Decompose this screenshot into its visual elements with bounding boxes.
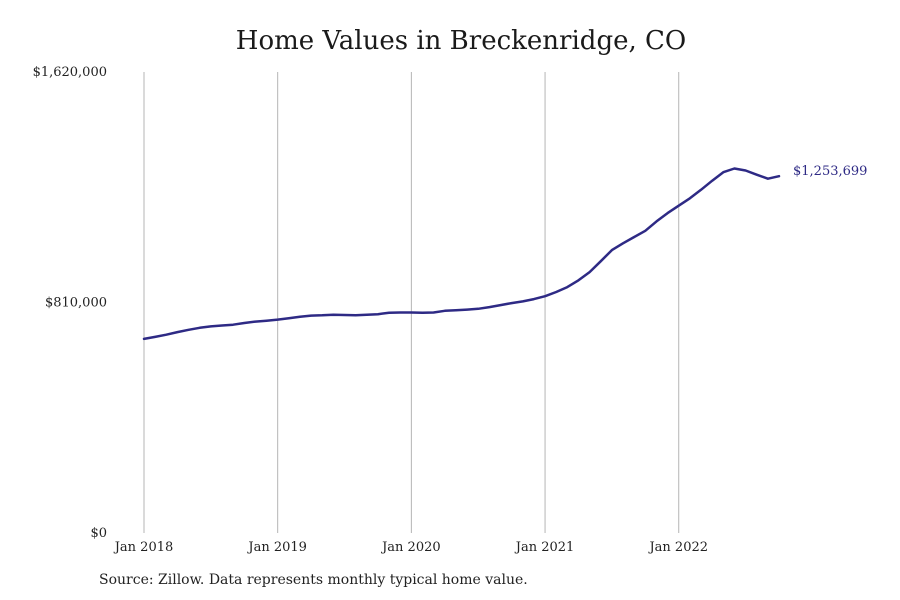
data-point bbox=[644, 230, 646, 232]
x-tick-label: Jan 2019 bbox=[246, 540, 307, 555]
data-labels: $1,253,699 bbox=[793, 164, 867, 179]
data-point bbox=[455, 309, 457, 311]
data-point bbox=[165, 333, 167, 335]
data-point bbox=[689, 197, 691, 199]
data-point bbox=[176, 331, 178, 333]
data-point bbox=[366, 314, 368, 316]
data-point bbox=[555, 291, 557, 293]
data-point bbox=[611, 249, 613, 251]
data-point bbox=[143, 338, 145, 340]
data-point bbox=[577, 279, 579, 281]
x-tick-label: Jan 2021 bbox=[514, 540, 575, 555]
data-point bbox=[232, 323, 234, 325]
data-point bbox=[332, 314, 334, 316]
data-point bbox=[588, 271, 590, 273]
data-point bbox=[254, 320, 256, 322]
x-tick-label: Jan 2018 bbox=[113, 540, 174, 555]
data-point bbox=[756, 174, 758, 176]
data-point bbox=[466, 308, 468, 310]
data-point bbox=[633, 236, 635, 238]
data-point bbox=[678, 205, 680, 207]
data-point bbox=[444, 310, 446, 312]
data-point bbox=[243, 322, 245, 324]
data-point bbox=[199, 327, 201, 329]
data-point bbox=[299, 316, 301, 318]
data-point bbox=[666, 212, 668, 214]
data-point bbox=[600, 260, 602, 262]
y-tick-label: $1,620,000 bbox=[33, 65, 107, 80]
series-line bbox=[142, 167, 781, 341]
data-point bbox=[221, 324, 223, 326]
data-point bbox=[522, 300, 524, 302]
source-note: Source: Zillow. Data represents monthly … bbox=[99, 572, 528, 588]
data-point bbox=[421, 312, 423, 314]
end-value-label: $1,253,699 bbox=[793, 164, 867, 179]
data-point bbox=[477, 308, 479, 310]
data-point bbox=[510, 302, 512, 304]
data-point bbox=[767, 178, 769, 180]
data-point bbox=[265, 320, 267, 322]
data-point bbox=[432, 311, 434, 313]
data-point bbox=[566, 286, 568, 288]
data-point bbox=[744, 169, 746, 171]
x-tick-label: Jan 2020 bbox=[380, 540, 441, 555]
chart-title: Home Values in Breckenridge, CO bbox=[235, 26, 687, 56]
data-point bbox=[388, 312, 390, 314]
x-tick-label: Jan 2022 bbox=[647, 540, 708, 555]
data-point bbox=[187, 329, 189, 331]
data-point bbox=[343, 314, 345, 316]
data-point bbox=[210, 325, 212, 327]
data-point bbox=[533, 298, 535, 300]
y-axis-tick-labels: $0 $810,000 $1,620,000 bbox=[33, 65, 107, 541]
data-point bbox=[711, 180, 713, 182]
data-point bbox=[321, 314, 323, 316]
data-point bbox=[722, 171, 724, 173]
data-point bbox=[154, 336, 156, 338]
data-point bbox=[410, 311, 412, 313]
x-axis-tick-labels: Jan 2018 Jan 2019 Jan 2020 Jan 2021 Jan 2022 bbox=[113, 540, 708, 555]
data-point bbox=[354, 314, 356, 316]
y-tick-label: $810,000 bbox=[45, 296, 107, 311]
data-point bbox=[544, 295, 546, 297]
data-point bbox=[288, 317, 290, 319]
data-point bbox=[499, 304, 501, 306]
data-point bbox=[655, 220, 657, 222]
data-point bbox=[700, 189, 702, 191]
data-point bbox=[488, 306, 490, 308]
data-point bbox=[778, 175, 780, 177]
grid-lines bbox=[143, 72, 680, 533]
data-point bbox=[310, 314, 312, 316]
data-point bbox=[276, 318, 278, 320]
data-point bbox=[377, 313, 379, 315]
data-point bbox=[622, 242, 624, 244]
data-point bbox=[733, 167, 735, 169]
y-tick-label: $0 bbox=[90, 526, 107, 541]
data-point bbox=[399, 311, 401, 313]
series-group bbox=[142, 167, 781, 341]
